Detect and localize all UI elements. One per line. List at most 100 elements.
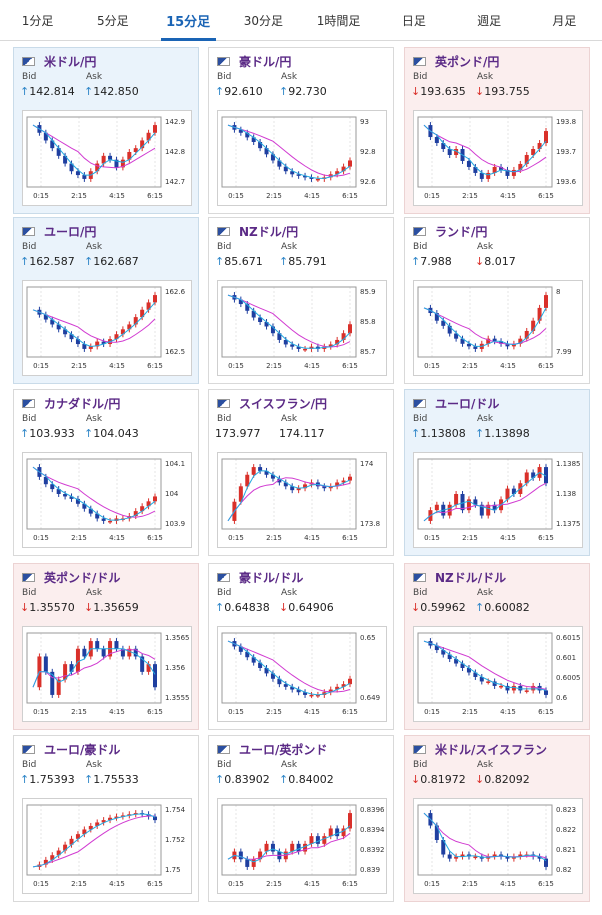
pair-name[interactable]: 米ドル/円 — [44, 55, 97, 69]
ask-price: ↑92.730 — [279, 85, 327, 98]
arrow-up-icon: ↑ — [279, 773, 289, 786]
x-tick-label: 4:15 — [109, 362, 125, 370]
x-tick-label: 0:15 — [33, 534, 49, 542]
currency-card[interactable]: 豪ドル/ドル Bid Ask ↑0.64838 ↓0.64906 0.65 0.649 0:1… — [208, 563, 394, 730]
pair-name[interactable]: 英ポンド/ドル — [44, 571, 121, 585]
pair-name[interactable]: スイスフラン/円 — [239, 397, 328, 411]
currency-card[interactable]: 米ドル/スイスフラン Bid Ask ↓0.81972 ↓0.82092 0.823 0.8… — [404, 735, 590, 902]
moving-average-short-line — [32, 466, 156, 521]
currency-card[interactable]: 米ドル/円 Bid Ask ↑142.814 ↑142.850 142.9 142.8 142… — [13, 47, 199, 214]
y-tick-label: 173.8 — [360, 520, 380, 528]
y-tick-label: 0.65 — [360, 634, 376, 642]
plot-frame — [26, 632, 162, 704]
currency-card[interactable]: 英ポンド/円 Bid Ask ↓193.635 ↓193.755 193.8 193.7 19… — [404, 47, 590, 214]
moving-average-short-line — [423, 812, 547, 862]
tab-1[interactable]: 5分足 — [97, 13, 129, 28]
currency-card[interactable]: カナダドル/円 Bid Ask ↑103.933 ↑104.043 104.1 104 103… — [13, 389, 199, 556]
pair-name[interactable]: 米ドル/スイスフラン — [435, 743, 548, 757]
pair-name[interactable]: ユーロ/ドル — [435, 397, 500, 411]
pair-name[interactable]: NZドル/円 — [239, 225, 299, 239]
candle — [277, 478, 282, 483]
x-tick-label: 4:15 — [109, 192, 125, 200]
candle — [101, 648, 106, 657]
candle — [328, 828, 333, 837]
chart-svg: 1.754 1.752 1.75 0:15 2:15 4:15 6:15 — [26, 804, 186, 888]
pair-name[interactable]: ユーロ/英ポンド — [239, 743, 328, 757]
currency-card[interactable]: ランド/円 Bid Ask ↑7.988 ↓8.017 8 7.99 0:15 2:15 4:15… — [404, 217, 590, 384]
y-tick-label: 1.75 — [165, 866, 181, 874]
candle — [524, 690, 529, 692]
pair-name[interactable]: 英ポンド/円 — [435, 55, 500, 69]
candle — [537, 143, 542, 150]
x-tick-label: 0:15 — [33, 192, 49, 200]
bid-value: 193.635 — [420, 85, 466, 98]
nz-jp-flag-icon — [217, 227, 230, 236]
currency-card[interactable]: 英ポンド/ドル Bid Ask ↓1.35570 ↓1.35659 1.3565 1.356… — [13, 563, 199, 730]
price-chart[interactable]: 93 92.8 92.6 0:15 2:15 4:15 6:15 — [217, 110, 387, 206]
pair-name[interactable]: 豪ドル/円 — [239, 55, 292, 69]
plot-frame — [221, 116, 357, 188]
candle — [447, 325, 452, 334]
candle — [258, 662, 263, 668]
candle — [283, 166, 288, 172]
arrow-up-icon: ↑ — [84, 85, 94, 98]
price-chart[interactable]: 1.3565 1.356 1.3555 0:15 2:15 4:15 6:15 — [22, 626, 192, 722]
currency-card[interactable]: ユーロ/英ポンド Bid Ask ↑0.83902 ↑0.84002 0.8396 0.83… — [208, 735, 394, 902]
candle — [251, 310, 256, 318]
price-chart[interactable]: 193.8 193.7 193.6 0:15 2:15 4:15 6:15 — [413, 110, 583, 206]
candle — [454, 494, 459, 505]
gb-us-flag-icon — [22, 573, 35, 582]
pair-name[interactable]: NZドル/ドル — [435, 571, 507, 585]
candle — [466, 160, 471, 167]
price-chart[interactable]: 174 173.8 0:15 2:15 4:15 6:15 — [217, 452, 387, 548]
ask-value: 1.75533 — [93, 773, 139, 786]
candle — [277, 333, 282, 340]
currency-card[interactable]: 豪ドル/円 Bid Ask ↑92.610 ↑92.730 93 92.8 92.6 0:15 2… — [208, 47, 394, 214]
candle — [283, 482, 288, 487]
ask-price: ↑142.850 — [84, 85, 139, 98]
tab-4[interactable]: 1時間足 — [316, 13, 361, 28]
pair-name[interactable]: ユーロ/豪ドル — [44, 743, 121, 757]
price-chart[interactable]: 85.9 85.8 85.7 0:15 2:15 4:15 6:15 — [217, 280, 387, 376]
pair-name[interactable]: 豪ドル/ドル — [239, 571, 304, 585]
arrow-up-icon: ↑ — [411, 255, 421, 268]
bid-value: 0.64838 — [224, 601, 270, 614]
currency-card[interactable]: スイスフラン/円 Bid Ask 173.977 174.117 174 173.8 0:15… — [208, 389, 394, 556]
arrow-down-icon: ↓ — [475, 773, 485, 786]
price-chart[interactable]: 104.1 104 103.9 0:15 2:15 4:15 6:15 — [22, 452, 192, 548]
currency-card[interactable]: NZドル/ドル Bid Ask ↓0.59962 ↑0.60082 0.6015 0.601… — [404, 563, 590, 730]
x-tick-label: 6:15 — [147, 708, 163, 716]
candle — [69, 496, 74, 499]
candle — [264, 148, 269, 155]
x-tick-label: 4:15 — [109, 880, 125, 888]
ask-value: 1.13898 — [484, 427, 530, 440]
plot-frame — [26, 116, 162, 188]
currency-card[interactable]: ユーロ/ドル Bid Ask ↑1.13808 ↑1.13898 1.1385 1.138 1… — [404, 389, 590, 556]
y-tick-label: 85.8 — [360, 318, 376, 326]
candle — [537, 856, 542, 859]
tab-3[interactable]: 30分足 — [243, 13, 284, 28]
ask-label: Ask — [477, 588, 494, 598]
pair-name[interactable]: ランド/円 — [435, 225, 488, 239]
candle — [238, 129, 243, 133]
price-chart[interactable]: 8 7.99 0:15 2:15 4:15 6:15 — [413, 280, 583, 376]
currency-card[interactable]: ユーロ/豪ドル Bid Ask ↑1.75393 ↑1.75533 1.754 1.752 1… — [13, 735, 199, 902]
price-chart[interactable]: 0.8396 0.8394 0.8392 0.839 0:15 2:15 4:15 6:15 — [217, 798, 387, 894]
pair-name[interactable]: ユーロ/円 — [44, 225, 97, 239]
tab-0[interactable]: 1分足 — [21, 13, 54, 28]
tab-6[interactable]: 週足 — [477, 13, 502, 28]
price-chart[interactable]: 142.9 142.8 142.7 0:15 2:15 4:15 6:15 — [22, 110, 192, 206]
currency-card[interactable]: NZドル/円 Bid Ask ↑85.671 ↑85.791 85.9 85.8 85.7 0:… — [208, 217, 394, 384]
tab-7[interactable]: 月足 — [552, 13, 577, 28]
candle — [56, 679, 61, 695]
price-chart[interactable]: 0.6015 0.601 0.6005 0.6 0:15 2:15 4:15 6:15 — [413, 626, 583, 722]
tab-2[interactable]: 15分足 — [151, 0, 226, 41]
price-chart[interactable]: 1.1385 1.138 1.1375 0:15 2:15 4:15 6:15 — [413, 452, 583, 548]
price-chart[interactable]: 0.65 0.649 0:15 2:15 4:15 6:15 — [217, 626, 387, 722]
price-chart[interactable]: 0.823 0.822 0.821 0.82 0:15 2:15 4:15 6:15 — [413, 798, 583, 894]
price-chart[interactable]: 162.6 162.5 0:15 2:15 4:15 6:15 — [22, 280, 192, 376]
tab-5[interactable]: 日足 — [401, 13, 426, 28]
currency-card[interactable]: ユーロ/円 Bid Ask ↑162.587 ↑162.687 162.6 162.5 0:1… — [13, 217, 199, 384]
pair-name[interactable]: カナダドル/円 — [44, 397, 121, 411]
price-chart[interactable]: 1.754 1.752 1.75 0:15 2:15 4:15 6:15 — [22, 798, 192, 894]
